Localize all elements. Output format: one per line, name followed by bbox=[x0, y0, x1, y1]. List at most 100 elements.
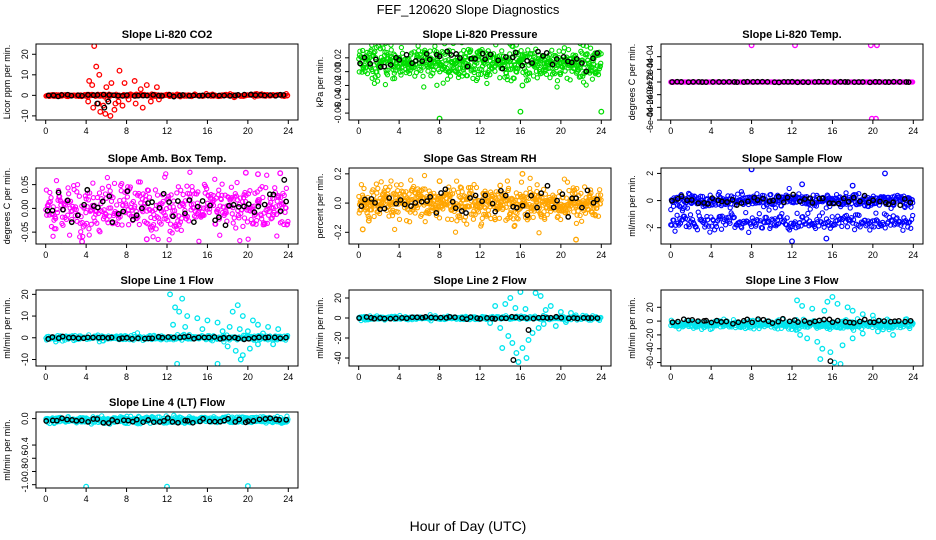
data-point bbox=[139, 205, 145, 212]
data-point bbox=[882, 170, 888, 177]
panel-title: Slope Line 1 Flow bbox=[121, 275, 214, 287]
data-point bbox=[139, 196, 146, 202]
data-point bbox=[867, 44, 874, 49]
data-point bbox=[179, 92, 186, 98]
data-point bbox=[206, 209, 212, 216]
data-point bbox=[65, 212, 71, 218]
data-point bbox=[873, 44, 880, 49]
data-point bbox=[796, 198, 803, 205]
data-point bbox=[93, 211, 99, 217]
data-point bbox=[754, 197, 761, 203]
data-point bbox=[467, 184, 474, 191]
data-point bbox=[775, 318, 782, 325]
data-point bbox=[533, 199, 540, 206]
data-point bbox=[205, 334, 212, 341]
data-point bbox=[201, 212, 207, 218]
x-tick-label: 4 bbox=[709, 126, 714, 136]
x-tick-label: 4 bbox=[84, 126, 89, 136]
y-tick-label: 20 bbox=[333, 293, 343, 303]
data-point bbox=[212, 176, 218, 182]
data-point bbox=[194, 203, 201, 210]
data-point bbox=[385, 194, 391, 200]
data-point bbox=[573, 220, 580, 227]
data-point bbox=[69, 216, 75, 223]
data-point bbox=[463, 210, 469, 216]
data-point bbox=[67, 198, 74, 204]
data-point bbox=[517, 290, 524, 295]
data-point bbox=[211, 334, 218, 340]
data-point bbox=[101, 104, 108, 111]
data-point bbox=[99, 185, 105, 191]
data-point bbox=[187, 194, 193, 200]
data-point bbox=[512, 49, 519, 56]
data-point bbox=[464, 63, 471, 70]
data-point bbox=[438, 190, 444, 196]
data-point bbox=[450, 187, 457, 193]
y-tick-label: 0 bbox=[20, 93, 30, 98]
data-point bbox=[690, 79, 697, 85]
data-point bbox=[887, 222, 894, 228]
data-point bbox=[372, 74, 378, 80]
data-point bbox=[285, 218, 291, 225]
data-point bbox=[239, 313, 246, 320]
data-point bbox=[824, 79, 831, 85]
data-point bbox=[246, 345, 253, 352]
y-tick-label: 0.2 bbox=[333, 168, 343, 181]
data-point bbox=[502, 192, 509, 199]
data-point bbox=[699, 193, 706, 200]
data-point bbox=[230, 201, 237, 208]
data-point bbox=[121, 197, 127, 203]
x-tick-label: 0 bbox=[43, 126, 48, 136]
data-point bbox=[857, 198, 863, 205]
data-point bbox=[515, 66, 521, 72]
data-point bbox=[423, 51, 430, 57]
data-point bbox=[577, 73, 584, 80]
data-point bbox=[538, 190, 545, 197]
data-point bbox=[431, 190, 437, 196]
data-point bbox=[176, 92, 183, 99]
data-point bbox=[529, 51, 535, 57]
data-point bbox=[567, 77, 573, 83]
data-point bbox=[881, 318, 888, 325]
data-point bbox=[573, 236, 579, 243]
data-point bbox=[424, 198, 430, 204]
data-point bbox=[222, 222, 229, 229]
data-point bbox=[489, 315, 496, 322]
data-point bbox=[186, 191, 193, 197]
panel-title: Slope Li-820 Pressure bbox=[423, 29, 538, 41]
data-point bbox=[806, 319, 813, 326]
data-point bbox=[149, 199, 155, 205]
data-point bbox=[505, 333, 512, 339]
data-point bbox=[125, 222, 132, 228]
data-point bbox=[831, 79, 838, 86]
data-point bbox=[68, 92, 75, 99]
data-point bbox=[775, 193, 782, 200]
data-point bbox=[378, 179, 384, 185]
data-point bbox=[684, 205, 691, 211]
data-point bbox=[703, 79, 710, 86]
data-point bbox=[371, 315, 378, 322]
data-point bbox=[139, 104, 146, 111]
data-point bbox=[120, 208, 127, 215]
data-point bbox=[584, 51, 590, 57]
data-point bbox=[214, 360, 221, 366]
y-tick-label: -6e-04 bbox=[645, 107, 655, 133]
data-point bbox=[443, 60, 449, 67]
series-all bbox=[43, 169, 291, 244]
data-point bbox=[726, 78, 733, 85]
data-point bbox=[156, 204, 163, 211]
data-point bbox=[90, 334, 96, 341]
data-point bbox=[684, 216, 691, 222]
data-point bbox=[77, 234, 83, 240]
data-point bbox=[195, 334, 202, 341]
data-point bbox=[444, 76, 451, 82]
x-tick-label: 24 bbox=[908, 126, 918, 136]
data-point bbox=[248, 216, 254, 223]
data-point bbox=[504, 178, 511, 184]
data-point bbox=[107, 112, 114, 119]
data-point bbox=[856, 318, 863, 325]
data-point bbox=[53, 226, 59, 232]
data-point bbox=[598, 108, 605, 115]
data-point bbox=[519, 62, 526, 69]
x-tick-label: 24 bbox=[908, 250, 918, 260]
